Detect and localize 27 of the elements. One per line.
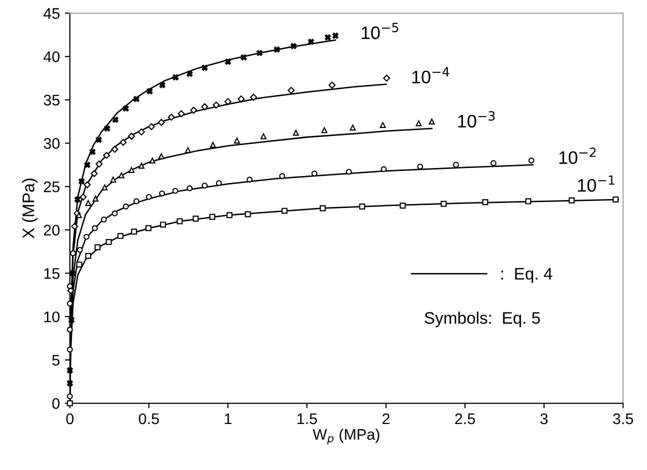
annotation: 10$^{−3}$ <box>458 111 495 128</box>
y-tick-label: 25 <box>44 181 60 192</box>
y-tick-label: 40 <box>44 51 60 62</box>
annotation: Symbols: Eq. 5 <box>424 312 540 328</box>
x-tick-label: 1 <box>224 414 232 424</box>
x-tick-label: 0 <box>66 413 74 424</box>
y-tick-label: 45 <box>44 8 60 19</box>
y-tick-label: 15 <box>44 268 60 279</box>
y-tick-label: 5 <box>52 354 60 366</box>
legend-label: : Eq. 4 <box>501 268 552 283</box>
x-tick-label: 3 <box>540 413 548 424</box>
x-tick-label: 0.5 <box>138 413 159 424</box>
y-axis-title: X (MPa) <box>22 178 38 238</box>
x-tick-label: 1.5 <box>298 414 317 424</box>
y-tick-label: 10 <box>44 311 60 322</box>
y-tick-label: 30 <box>44 138 60 149</box>
x-tick-label: 2.5 <box>455 413 475 424</box>
annotation: 10$^{−2}$ <box>559 148 596 164</box>
y-tick-label: 35 <box>44 94 60 106</box>
annotation: 10$^{−1}$ <box>578 175 614 192</box>
x-tick-label: 2 <box>382 413 390 424</box>
y-tick-label: 20 <box>44 224 60 236</box>
annotation: 10$^{−4}$ <box>412 67 450 84</box>
annotation: 10$^{−5}$ <box>362 22 398 40</box>
x-tick-label: 3.5 <box>613 413 634 424</box>
x-axis-title: W$_{p}$ (MPa) <box>312 428 380 444</box>
y-tick-label: 0 <box>52 398 60 409</box>
